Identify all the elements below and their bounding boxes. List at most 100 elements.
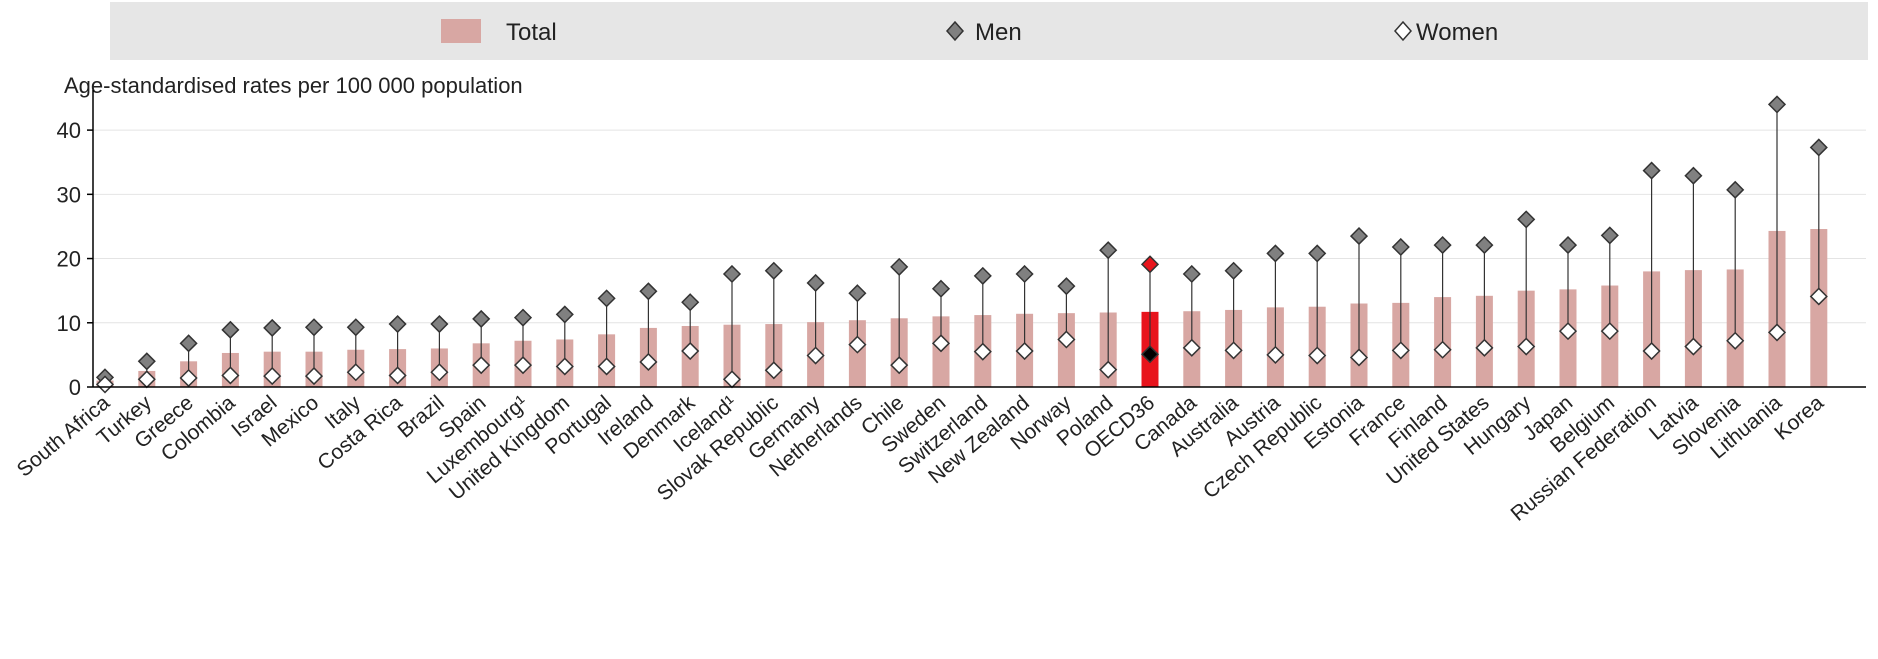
marker-women-japan (1558, 322, 1578, 341)
legend-background (110, 2, 1868, 60)
marker-men-finland (1433, 236, 1452, 255)
y-tick-label: 20 (57, 247, 81, 272)
marker-men-australia (1224, 261, 1243, 280)
marker-men-latvia (1684, 166, 1703, 185)
gridlines (93, 129, 1866, 324)
marker-women-latvia (1684, 337, 1703, 356)
marker-men-poland (1099, 241, 1118, 260)
marker-women-korea (1809, 287, 1828, 306)
marker-women-greece (179, 368, 198, 388)
marker-women-hungary (1517, 337, 1536, 356)
marker-men-slovak-republic (764, 261, 783, 280)
marker-men-slovenia (1726, 180, 1745, 199)
marker-women-finland (1433, 340, 1452, 359)
marker-men-chile (890, 257, 909, 276)
marker-men-denmark (681, 293, 700, 312)
marker-women-oecd36 (1140, 345, 1160, 364)
marker-women-costa-rica (388, 366, 407, 385)
x-axis-labels: South AfricaTurkeyGreeceColombiaIsraelMe… (13, 391, 1829, 526)
marker-men-oecd36 (1140, 255, 1160, 274)
marker-men-netherlands (848, 284, 867, 303)
marker-men-united-kingdom (555, 305, 574, 324)
marker-men-israel (263, 318, 282, 337)
marker-women-united-states (1475, 338, 1494, 357)
marker-women-slovenia (1726, 331, 1745, 350)
marker-women-colombia (221, 366, 240, 385)
legend-total-label: Total (506, 19, 557, 46)
marker-women-luxembourg (513, 356, 533, 375)
marker-women-netherlands (848, 335, 867, 354)
marker-women-portugal (597, 357, 616, 376)
marker-women-italy (346, 363, 365, 382)
marker-men-costa-rica (388, 315, 407, 334)
x-label-korea: Korea (1770, 391, 1828, 445)
marker-women-denmark (681, 341, 700, 361)
marker-men-canada (1182, 264, 1201, 284)
marker-men-united-states (1475, 236, 1494, 255)
marker-men-greece (179, 334, 198, 353)
legend-men-marker (945, 20, 965, 42)
marker-women-south-africa (95, 375, 115, 394)
marker-men-japan (1558, 236, 1578, 255)
markers-women (95, 287, 1828, 394)
marker-women-new-zealand (1015, 341, 1034, 361)
marker-men-mexico (304, 318, 324, 337)
marker-women-israel (263, 367, 282, 386)
axes (92, 90, 1866, 388)
marker-women-lithuania (1767, 323, 1787, 342)
marker-men-ireland (639, 282, 658, 301)
marker-women-switzerland (973, 342, 992, 361)
marker-women-chile (890, 356, 909, 375)
marker-men-sweden (931, 279, 951, 298)
marker-women-estonia (1349, 348, 1369, 367)
markers-men (95, 95, 1828, 387)
marker-women-australia (1224, 341, 1243, 360)
y-axis-unit-label: Age-standardised rates per 100 000 popul… (64, 73, 523, 98)
legend-total-swatch (441, 19, 481, 43)
marker-women-russian-federation (1642, 341, 1661, 361)
marker-men-russian-federation (1642, 161, 1661, 180)
marker-women-sweden (931, 334, 951, 353)
marker-men-hungary (1517, 210, 1536, 229)
marker-men-austria (1266, 244, 1285, 263)
y-tick-label: 30 (57, 182, 81, 207)
marker-men-portugal (597, 289, 616, 308)
y-tick-label: 40 (57, 118, 81, 143)
marker-women-czech-republic (1308, 346, 1327, 365)
marker-men-lithuania (1767, 95, 1787, 114)
marker-women-austria (1266, 345, 1285, 364)
marker-women-canada (1182, 338, 1201, 357)
bar-total-korea (1810, 229, 1828, 387)
marker-women-brazil (430, 363, 449, 382)
marker-women-germany (806, 346, 825, 365)
marker-women-slovak-republic (764, 361, 783, 380)
x-label-brazil: Brazil (394, 391, 449, 442)
marker-women-spain (472, 356, 491, 375)
y-axis: 0 10 20 30 40 (57, 118, 93, 400)
marker-men-czech-republic (1308, 244, 1327, 263)
marker-men-brazil (430, 315, 449, 334)
marker-women-poland (1099, 360, 1118, 379)
marker-men-korea (1809, 138, 1828, 157)
marker-men-germany (806, 273, 825, 293)
marker-men-norway (1057, 277, 1076, 296)
marker-men-france (1391, 237, 1410, 257)
marker-men-belgium (1600, 226, 1619, 245)
marker-men-colombia (221, 320, 240, 339)
legend: Total Men Women (110, 2, 1868, 60)
marker-men-iceland (722, 264, 742, 284)
marker-women-ireland (639, 352, 658, 372)
marker-men-switzerland (973, 266, 992, 285)
marker-men-spain (472, 309, 491, 328)
bar-total-norway (1057, 313, 1075, 387)
marker-women-belgium (1600, 322, 1619, 341)
marker-men-turkey (137, 352, 156, 371)
y-tick-label: 10 (57, 311, 81, 336)
marker-men-new-zealand (1015, 264, 1034, 284)
legend-women-label: Women (1416, 19, 1498, 46)
marker-men-luxembourg (513, 308, 533, 327)
marker-men-estonia (1349, 227, 1369, 246)
legend-women-marker (1393, 20, 1413, 42)
marker-women-france (1391, 341, 1410, 360)
